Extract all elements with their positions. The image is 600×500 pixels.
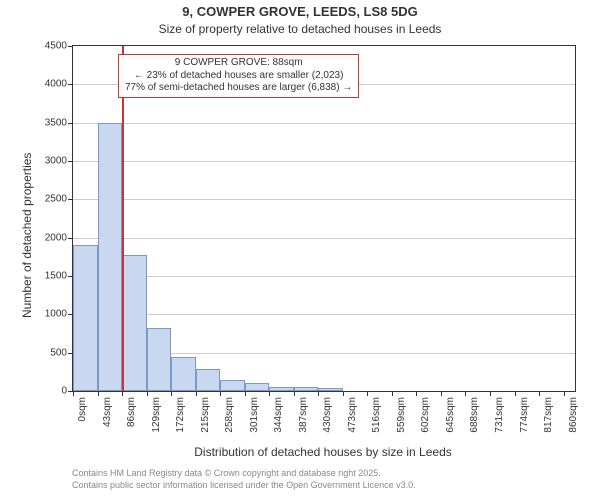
xtick-label: 86sqm (126, 397, 137, 427)
ytick-label: 2000 (45, 232, 67, 243)
gridline (73, 276, 575, 277)
xtick-mark (515, 391, 516, 396)
xtick-mark (98, 391, 99, 396)
ytick-label: 4500 (45, 41, 67, 52)
xtick-label: 817sqm (543, 397, 554, 433)
xtick-label: 731sqm (494, 397, 505, 433)
ytick-label: 0 (61, 386, 67, 397)
ytick-label: 2500 (45, 194, 67, 205)
ytick-mark (68, 123, 73, 124)
xtick-label: 602sqm (420, 397, 431, 433)
xtick-mark (343, 391, 344, 396)
xtick-mark (171, 391, 172, 396)
ytick-mark (68, 161, 73, 162)
xtick-label: 473sqm (347, 397, 358, 433)
xtick-label: 774sqm (519, 397, 530, 433)
xtick-label: 301sqm (249, 397, 260, 433)
x-axis-label: Distribution of detached houses by size … (194, 445, 452, 459)
xtick-mark (147, 391, 148, 396)
xtick-mark (245, 391, 246, 396)
xtick-mark (269, 391, 270, 396)
histogram-bar (318, 388, 343, 391)
xtick-label: 688sqm (469, 397, 480, 433)
gridline (73, 238, 575, 239)
histogram-bar (196, 369, 221, 391)
xtick-mark (122, 391, 123, 396)
histogram-bar (245, 383, 270, 391)
xtick-label: 215sqm (200, 397, 211, 433)
ytick-mark (68, 84, 73, 85)
histogram-bar (98, 123, 123, 391)
histogram-bar (269, 387, 294, 391)
annotation-line3: 77% of semi-detached houses are larger (… (125, 82, 352, 95)
histogram-bar (122, 255, 147, 391)
xtick-mark (392, 391, 393, 396)
chart-title-line2: Size of property relative to detached ho… (0, 22, 600, 36)
xtick-mark (294, 391, 295, 396)
ytick-label: 500 (50, 347, 67, 358)
xtick-mark (564, 391, 565, 396)
xtick-mark (416, 391, 417, 396)
xtick-mark (318, 391, 319, 396)
ytick-mark (68, 199, 73, 200)
histogram-bar (73, 245, 98, 391)
annotation-line1: 9 COWPER GROVE: 88sqm (125, 57, 352, 70)
xtick-mark (465, 391, 466, 396)
ytick-mark (68, 238, 73, 239)
chart-container: 9, COWPER GROVE, LEEDS, LS8 5DG Size of … (0, 0, 600, 500)
footer-line1: Contains HM Land Registry data © Crown c… (72, 468, 381, 478)
property-marker-line (122, 46, 124, 391)
xtick-mark (539, 391, 540, 396)
ytick-label: 1500 (45, 271, 67, 282)
ytick-label: 4000 (45, 79, 67, 90)
xtick-mark (367, 391, 368, 396)
gridline (73, 314, 575, 315)
histogram-bar (171, 357, 196, 392)
annotation-box: 9 COWPER GROVE: 88sqm← 23% of detached h… (118, 54, 359, 98)
xtick-label: 645sqm (445, 397, 456, 433)
ytick-mark (68, 46, 73, 47)
gridline (73, 199, 575, 200)
ytick-label: 1000 (45, 309, 67, 320)
xtick-mark (441, 391, 442, 396)
ytick-label: 3500 (45, 117, 67, 128)
chart-title-line1: 9, COWPER GROVE, LEEDS, LS8 5DG (0, 4, 600, 19)
xtick-mark (73, 391, 74, 396)
histogram-bar (147, 328, 172, 391)
xtick-label: 430sqm (322, 397, 333, 433)
xtick-label: 172sqm (175, 397, 186, 433)
plot-area: 0500100015002000250030003500400045000sqm… (72, 45, 576, 392)
annotation-line2: ← 23% of detached houses are smaller (2,… (125, 70, 352, 83)
footer-line2: Contains public sector information licen… (72, 480, 416, 490)
xtick-label: 516sqm (371, 397, 382, 433)
histogram-bar (294, 387, 319, 391)
xtick-label: 129sqm (151, 397, 162, 433)
xtick-label: 860sqm (568, 397, 579, 433)
xtick-mark (196, 391, 197, 396)
gridline (73, 123, 575, 124)
xtick-label: 344sqm (273, 397, 284, 433)
gridline (73, 161, 575, 162)
xtick-label: 559sqm (396, 397, 407, 433)
histogram-bar (220, 380, 245, 392)
xtick-mark (220, 391, 221, 396)
xtick-label: 258sqm (224, 397, 235, 433)
xtick-label: 0sqm (77, 397, 88, 421)
ytick-label: 3000 (45, 156, 67, 167)
xtick-label: 387sqm (298, 397, 309, 433)
xtick-mark (490, 391, 491, 396)
y-axis-label: Number of detached properties (20, 152, 34, 317)
xtick-label: 43sqm (102, 397, 113, 427)
